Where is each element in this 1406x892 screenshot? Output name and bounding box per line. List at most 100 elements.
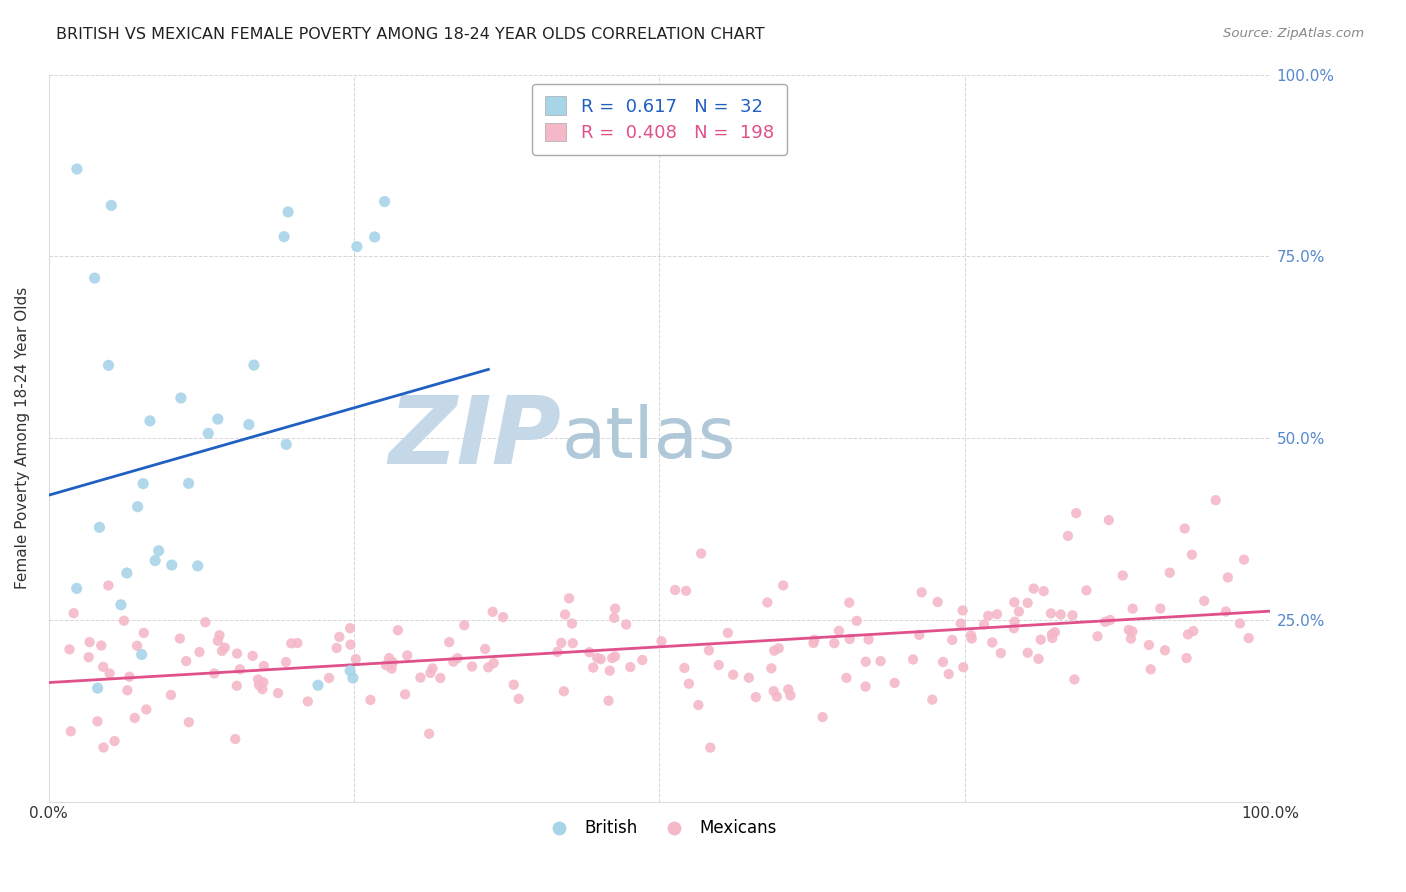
- Point: [1121, 624, 1143, 639]
- Legend: British, Mexicans: British, Mexicans: [536, 813, 783, 844]
- Point: [1029, 632, 1052, 647]
- Point: [492, 610, 515, 624]
- Point: [838, 632, 860, 646]
- Point: [482, 656, 505, 670]
- Point: [253, 659, 276, 673]
- Point: [477, 660, 499, 674]
- Point: [603, 611, 626, 625]
- Point: [908, 628, 931, 642]
- Point: [1087, 629, 1109, 643]
- Point: [1215, 605, 1237, 619]
- Point: [131, 648, 153, 662]
- Point: [160, 688, 183, 702]
- Point: [1098, 513, 1121, 527]
- Point: [855, 680, 877, 694]
- Point: [325, 640, 347, 655]
- Point: [1008, 605, 1031, 619]
- Point: [1063, 673, 1085, 687]
- Point: [599, 664, 621, 678]
- Point: [297, 694, 319, 708]
- Point: [977, 608, 1000, 623]
- Point: [927, 595, 949, 609]
- Point: [437, 635, 460, 649]
- Point: [307, 678, 329, 692]
- Point: [605, 601, 627, 615]
- Point: [381, 662, 404, 676]
- Point: [855, 655, 877, 669]
- Point: [453, 618, 475, 632]
- Point: [673, 661, 696, 675]
- Point: [143, 553, 166, 567]
- Point: [858, 632, 880, 647]
- Point: [127, 500, 149, 514]
- Point: [342, 671, 364, 685]
- Point: [614, 617, 637, 632]
- Point: [170, 391, 193, 405]
- Point: [1040, 627, 1063, 641]
- Point: [1062, 608, 1084, 623]
- Point: [1057, 529, 1080, 543]
- Point: [328, 630, 350, 644]
- Point: [394, 687, 416, 701]
- Point: [91, 660, 114, 674]
- Point: [86, 681, 108, 695]
- Point: [132, 626, 155, 640]
- Point: [1119, 632, 1142, 646]
- Point: [1022, 582, 1045, 596]
- Point: [135, 702, 157, 716]
- Point: [387, 624, 409, 638]
- Point: [429, 671, 451, 685]
- Point: [359, 693, 381, 707]
- Point: [582, 660, 605, 674]
- Point: [97, 578, 120, 592]
- Point: [318, 671, 340, 685]
- Point: [901, 652, 924, 666]
- Point: [339, 638, 361, 652]
- Point: [763, 643, 786, 657]
- Point: [678, 676, 700, 690]
- Point: [960, 628, 983, 642]
- Point: [378, 651, 401, 665]
- Point: [688, 698, 710, 712]
- Point: [558, 591, 581, 606]
- Point: [1118, 623, 1140, 637]
- Point: [274, 655, 297, 669]
- Point: [550, 636, 572, 650]
- Point: [502, 678, 524, 692]
- Point: [62, 606, 84, 620]
- Point: [778, 682, 800, 697]
- Point: [598, 694, 620, 708]
- Point: [66, 162, 89, 177]
- Point: [1049, 607, 1071, 622]
- Point: [546, 645, 568, 659]
- Point: [1076, 583, 1098, 598]
- Point: [461, 659, 484, 673]
- Point: [1216, 570, 1239, 584]
- Point: [1182, 624, 1205, 638]
- Point: [986, 607, 1008, 622]
- Point: [1233, 552, 1256, 566]
- Point: [118, 670, 141, 684]
- Point: [160, 558, 183, 572]
- Point: [79, 635, 101, 649]
- Point: [100, 198, 122, 212]
- Point: [148, 543, 170, 558]
- Text: Source: ZipAtlas.com: Source: ZipAtlas.com: [1223, 27, 1364, 40]
- Point: [600, 651, 623, 665]
- Text: BRITISH VS MEXICAN FEMALE POVERTY AMONG 18-24 YEAR OLDS CORRELATION CHART: BRITISH VS MEXICAN FEMALE POVERTY AMONG …: [56, 27, 765, 42]
- Point: [619, 660, 641, 674]
- Point: [127, 639, 149, 653]
- Point: [117, 683, 139, 698]
- Point: [675, 583, 697, 598]
- Point: [910, 585, 932, 599]
- Point: [586, 651, 609, 665]
- Point: [631, 653, 654, 667]
- Point: [86, 714, 108, 729]
- Point: [374, 194, 396, 209]
- Point: [1112, 568, 1135, 582]
- Point: [883, 676, 905, 690]
- Point: [717, 625, 740, 640]
- Point: [1229, 616, 1251, 631]
- Point: [1122, 601, 1144, 615]
- Point: [252, 682, 274, 697]
